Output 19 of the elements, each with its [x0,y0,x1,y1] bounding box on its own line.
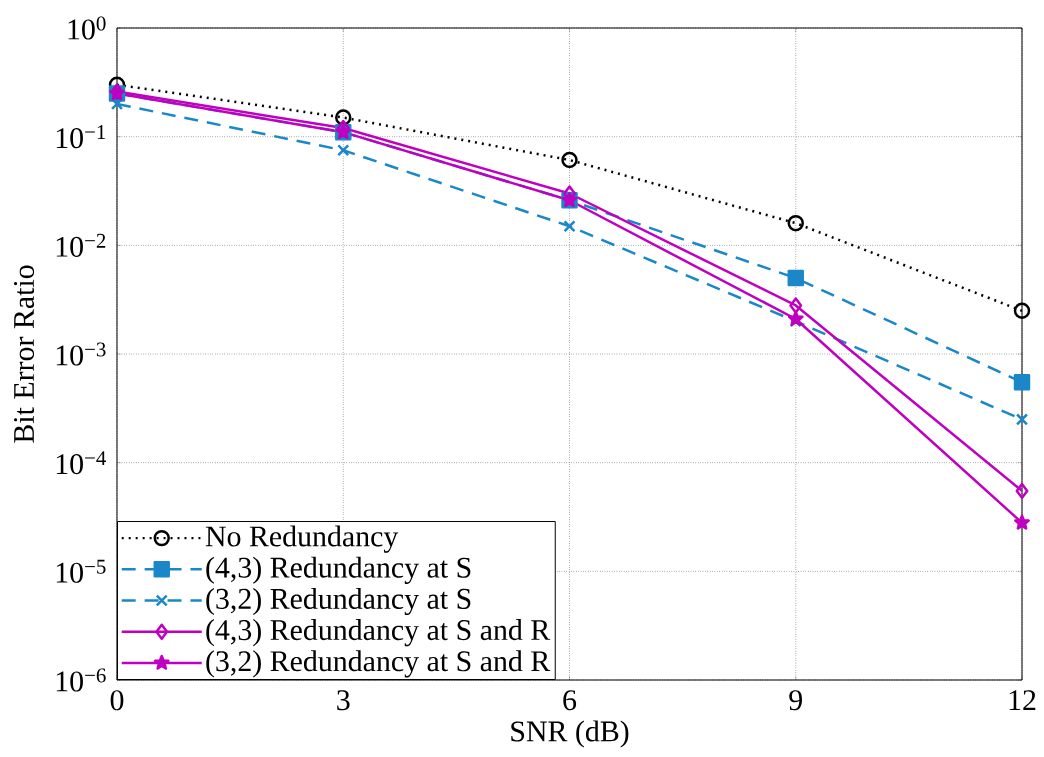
legend-label: (3,2) Redundancy at S [206,587,471,616]
x-tick-label: 3 [337,690,350,711]
legend-label: (4,3) Redundancy at S and R [206,619,551,647]
y-tick-label: 10$^{0}$ [68,16,106,40]
y-tick-label: 10$^{−4}$ [56,451,107,475]
x-tick-label: 6 [563,690,577,711]
y-tick-label: 10$^{−5}$ [56,559,106,583]
x-tick-label: 0 [110,690,124,711]
y-tick-label: 10$^{−6}$ [56,668,106,692]
x-tick-label: 9 [789,690,802,711]
x-tick-label: 12 [1009,690,1036,710]
y-tick-label: 10$^{−2}$ [56,233,106,257]
y-tick-label: 10$^{−3}$ [56,342,106,366]
legend-label: No Redundancy [205,525,399,553]
legend-label: (3,2) Redundancy at S and R [206,650,551,678]
y-tick-label: 10$^{−1}$ [56,125,106,149]
y-axis-title: Bit Error Ratio [13,265,35,443]
legend-label: (4,3) Redundancy at S [206,556,471,584]
x-axis-title: SNR (dB) [511,720,629,748]
